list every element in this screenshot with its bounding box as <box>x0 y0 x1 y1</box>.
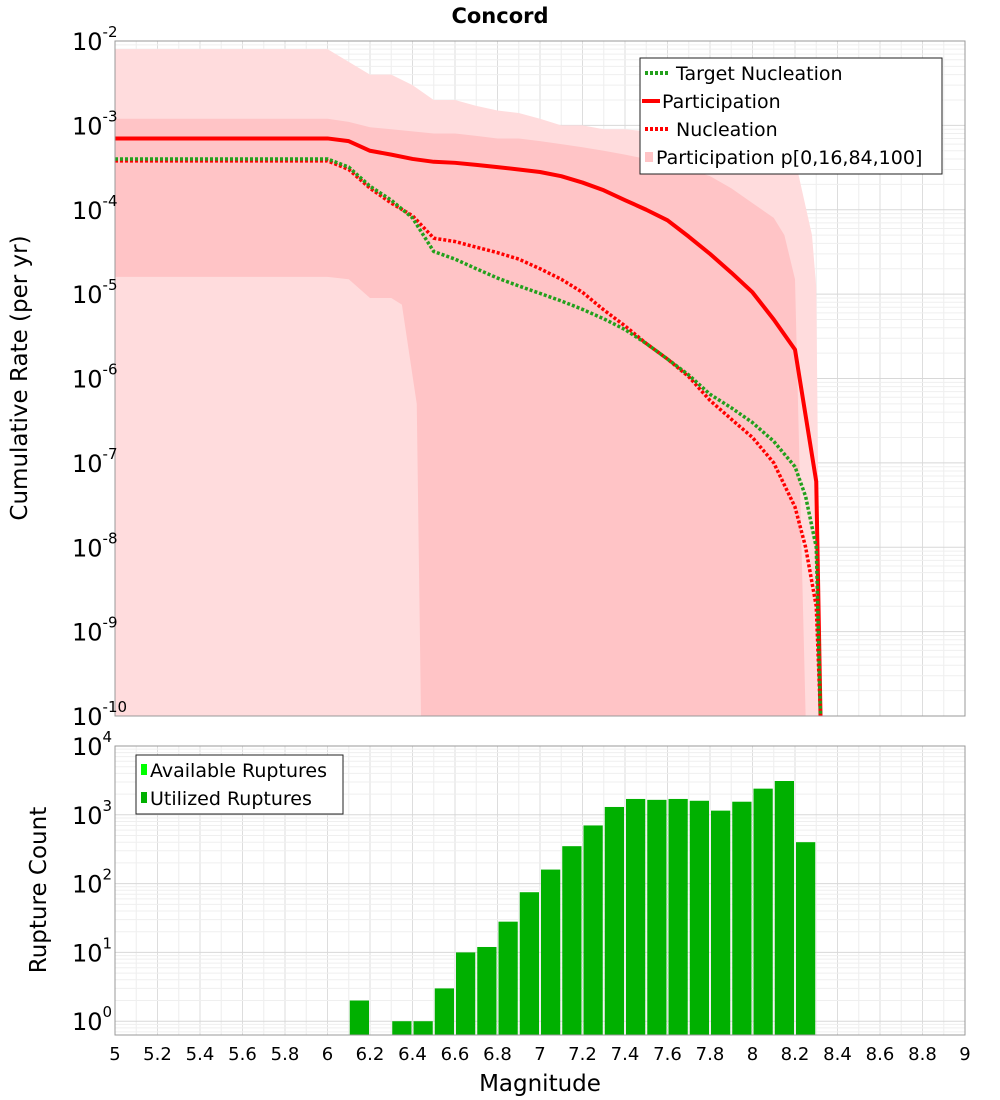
rupture-y-tick-label: 104 <box>72 728 112 761</box>
rupture-y-tick-label: 101 <box>72 934 112 967</box>
rupture-legend: Available Ruptures Utilized Ruptures <box>135 754 344 815</box>
rupture-bar <box>349 1000 369 1035</box>
rupture-bar <box>456 952 476 1035</box>
x-tick-label: 6.2 <box>356 1044 385 1065</box>
rupture-count-plot: 104 103 102 101 100 5 5.2 5.4 5.6 5.8 6 6.2 6.4 6.6 6… <box>26 728 971 1097</box>
rate-y-tick-label: 10-3 <box>72 107 118 140</box>
x-tick-label: 6.8 <box>483 1044 512 1065</box>
legend-swatch-participation-band <box>645 152 653 162</box>
rupture-y-axis-label: Rupture Count <box>26 807 52 973</box>
rupture-bar <box>753 788 773 1035</box>
rupture-y-tick-label: 100 <box>72 1003 112 1036</box>
x-tick-label: 7 <box>534 1044 545 1065</box>
x-tick-label: 8.8 <box>908 1044 937 1065</box>
rupture-bar <box>796 842 816 1035</box>
rupture-bar <box>689 800 709 1035</box>
rate-legend-box <box>639 57 943 175</box>
rupture-legend-box <box>135 754 344 815</box>
x-tick-label: 8 <box>747 1044 758 1065</box>
rupture-bar <box>477 946 497 1035</box>
rupture-bar <box>604 806 624 1035</box>
rate-y-tick-label: 10-7 <box>72 445 118 478</box>
rupture-plot-frame <box>114 745 966 1036</box>
x-tick-label: 5.4 <box>186 1044 215 1065</box>
x-tick-label: 8.2 <box>781 1044 810 1065</box>
x-tick-label: 5 <box>109 1044 120 1065</box>
rate-plot-frame <box>114 40 966 717</box>
rupture-bar <box>413 1021 433 1035</box>
participation-bands <box>115 49 821 717</box>
rupture-plot-grid <box>115 746 965 1035</box>
x-axis-label: Magnitude <box>479 1071 601 1097</box>
x-tick-label: 6.4 <box>398 1044 427 1065</box>
x-tick-label: 6 <box>322 1044 333 1065</box>
x-tick-label: 5.8 <box>271 1044 300 1065</box>
band-p16-p84 <box>115 118 806 716</box>
x-tick-label: 5.2 <box>143 1044 172 1065</box>
rate-y-tick-label: 10-4 <box>72 192 118 225</box>
rupture-y-tick-label: 103 <box>72 797 112 830</box>
rate-y-tick-label: 10-5 <box>72 276 118 309</box>
series-target-nucleation <box>115 157 823 717</box>
series-nucleation <box>115 159 823 717</box>
legend-swatch-utilized-ruptures <box>141 792 147 803</box>
x-tick-label: 8.4 <box>823 1044 852 1065</box>
rupture-bar <box>626 798 646 1035</box>
rupture-bar <box>392 1021 412 1035</box>
x-tick-label: 6.6 <box>441 1044 470 1065</box>
rupture-bar <box>498 921 518 1035</box>
legend-label-utilized-ruptures: Utilized Ruptures <box>150 788 312 810</box>
rate-legend: Target Nucleation Participation Nucleati… <box>639 57 943 175</box>
rupture-bar <box>774 780 794 1035</box>
rupture-y-ticks: 104 103 102 101 100 <box>72 728 112 1036</box>
x-tick-label: 7.6 <box>653 1044 682 1065</box>
rate-y-tick-label: 10-8 <box>72 529 118 562</box>
rupture-bar <box>668 798 688 1035</box>
chart-title: Concord <box>451 4 548 28</box>
legend-label-available-ruptures: Available Ruptures <box>150 760 327 782</box>
rupture-bar <box>647 799 667 1035</box>
x-tick-label: 9 <box>959 1044 970 1065</box>
x-tick-label: 7.4 <box>611 1044 640 1065</box>
x-tick-label: 8.6 <box>866 1044 895 1065</box>
rupture-bar <box>562 846 582 1035</box>
rupture-bars <box>349 780 816 1035</box>
x-tick-label: 7.2 <box>568 1044 597 1065</box>
rate-plot: 10-2 10-3 10-4 10-5 10-6 10-7 10-8 10-9 10-10 Co… <box>7 4 966 731</box>
rupture-bar <box>732 801 752 1035</box>
legend-label-participation-band: Participation p[0,16,84,100] <box>656 147 922 169</box>
rupture-bar <box>434 988 454 1035</box>
x-tick-label: 5.6 <box>228 1044 257 1065</box>
rupture-bar <box>711 810 731 1035</box>
legend-label-target-nucleation: Target Nucleation <box>675 63 843 85</box>
rupture-bar <box>583 825 603 1035</box>
rupture-bar <box>541 869 561 1035</box>
x-tick-label: 7.8 <box>696 1044 725 1065</box>
rupture-y-tick-label: 102 <box>72 866 112 899</box>
rate-y-tick-label: 10-2 <box>72 23 118 56</box>
magnitude-x-ticks: 5 5.2 5.4 5.6 5.8 6 6.2 6.4 6.6 6.8 7 7.2 7.4 7.6 7.8 8… <box>109 1044 970 1065</box>
legend-label-participation: Participation <box>662 91 781 113</box>
series-participation <box>115 136 823 717</box>
rupture-bar <box>519 892 539 1035</box>
rate-y-axis-label: Cumulative Rate (per yr) <box>7 235 33 520</box>
rate-y-tick-label: 10-9 <box>72 614 118 647</box>
rate-lines <box>115 136 823 717</box>
rate-y-tick-label: 10-10 <box>72 698 127 731</box>
legend-swatch-available-ruptures <box>141 764 147 775</box>
rate-y-tick-label: 10-6 <box>72 361 118 394</box>
legend-label-nucleation: Nucleation <box>676 119 778 141</box>
